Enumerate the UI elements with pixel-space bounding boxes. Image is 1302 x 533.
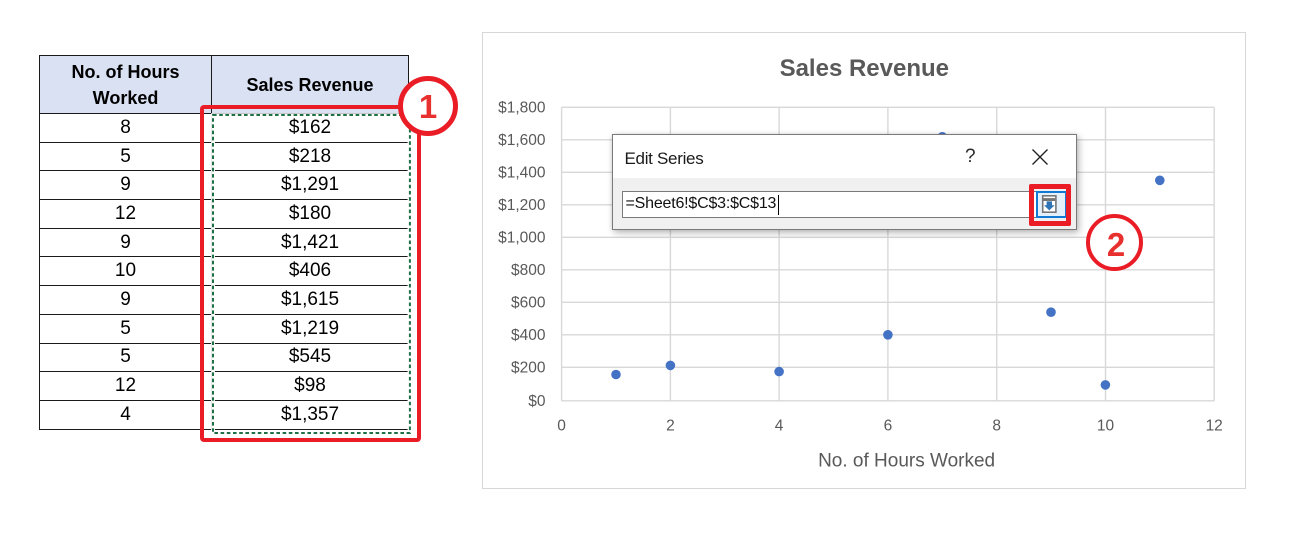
svg-text:No. of Hours Worked: No. of Hours Worked — [818, 451, 995, 472]
svg-text:$1,800: $1,800 — [498, 99, 546, 116]
svg-text:10: 10 — [1096, 418, 1114, 435]
svg-text:$0: $0 — [528, 393, 546, 410]
svg-text:$1,000: $1,000 — [498, 229, 546, 246]
svg-text:$200: $200 — [511, 359, 546, 376]
svg-text:Sales Revenue: Sales Revenue — [779, 55, 948, 82]
svg-text:0: 0 — [557, 418, 566, 435]
svg-text:$1,200: $1,200 — [498, 197, 546, 214]
svg-text:$600: $600 — [511, 294, 546, 311]
svg-text:12: 12 — [1205, 418, 1222, 435]
svg-text:8: 8 — [992, 418, 1001, 435]
svg-text:$800: $800 — [511, 262, 546, 279]
svg-text:$1,400: $1,400 — [498, 164, 546, 181]
svg-text:2: 2 — [666, 418, 675, 435]
svg-text:6: 6 — [883, 418, 892, 435]
svg-text:$400: $400 — [511, 327, 546, 344]
svg-text:$1,600: $1,600 — [498, 132, 546, 149]
svg-text:4: 4 — [774, 418, 783, 435]
